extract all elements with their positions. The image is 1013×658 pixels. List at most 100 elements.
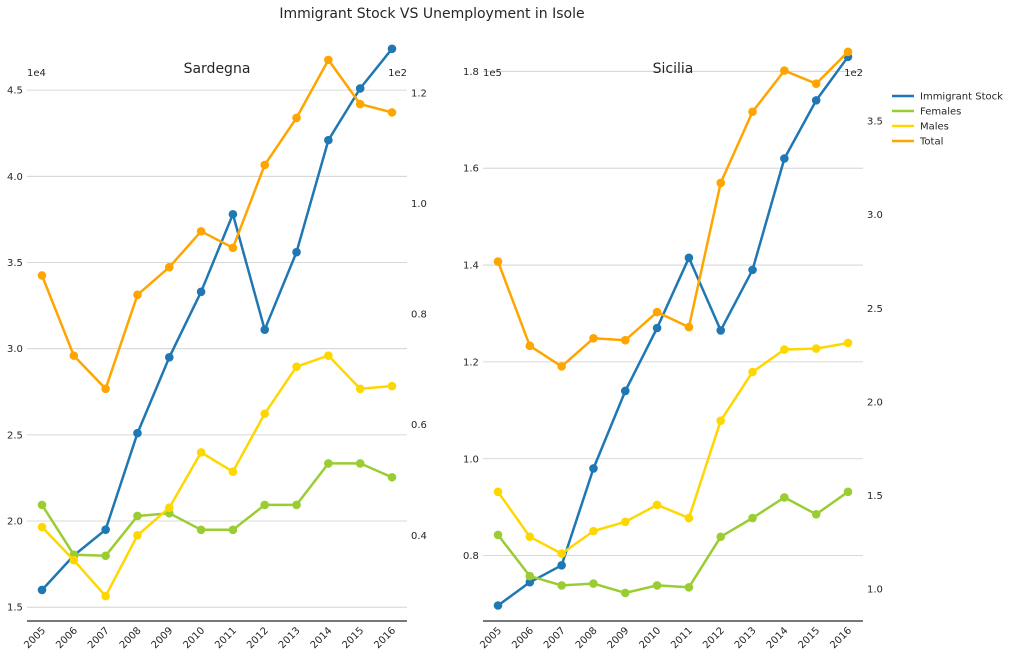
point-sicilia-males-2014 xyxy=(780,345,789,354)
point-sardegna-males-2010 xyxy=(196,448,206,457)
point-sardegna-immigrant-stock-2014 xyxy=(324,135,333,145)
point-sicilia-females-2008 xyxy=(589,579,598,588)
point-sardegna-males-2014 xyxy=(324,351,333,360)
left-tick-label-sicilia-3: 1.4 xyxy=(463,261,479,272)
right-tick-label-sardegna-0: 0.4 xyxy=(411,531,427,542)
right-tick-label-sicilia-2: 2.0 xyxy=(867,397,883,408)
point-sardegna-females-2012 xyxy=(260,500,270,510)
point-sicilia-females-2006 xyxy=(525,571,535,581)
point-sardegna-females-2014 xyxy=(324,459,333,468)
left-axis-offset-sardegna: 1e4 xyxy=(27,68,46,79)
point-sicilia-females-2005 xyxy=(493,530,503,540)
series-sicilia xyxy=(493,47,853,610)
right-tick-label-sicilia-5: 3.5 xyxy=(867,117,883,128)
point-sicilia-total-2013 xyxy=(748,107,757,117)
point-sardegna-total-2016 xyxy=(387,108,397,117)
x-tick-label-sicilia-2009: 2009 xyxy=(606,625,632,651)
left-axis-offset-sicilia: 1e5 xyxy=(483,68,502,79)
left-tick-label-sicilia-2: 1.2 xyxy=(463,357,479,368)
point-sardegna-males-2011 xyxy=(228,467,238,477)
x-tick-label-sicilia-2014: 2014 xyxy=(765,625,791,651)
point-sicilia-immigrant-stock-2012 xyxy=(716,326,726,335)
point-sardegna-total-2009 xyxy=(164,262,174,272)
x-tick-label-sicilia-2006: 2006 xyxy=(510,625,536,651)
point-sicilia-total-2008 xyxy=(589,333,598,343)
right-tick-label-sardegna-2: 0.8 xyxy=(411,310,427,321)
point-sardegna-immigrant-stock-2007 xyxy=(101,525,110,534)
point-sardegna-total-2014 xyxy=(324,55,333,65)
point-sardegna-total-2008 xyxy=(133,290,142,300)
series-line-sicilia-females xyxy=(497,490,849,595)
point-sardegna-immigrant-stock-2010 xyxy=(196,287,206,297)
figure-title: Immigrant Stock VS Unemployment in Isole xyxy=(279,6,584,22)
point-sicilia-immigrant-stock-2005 xyxy=(493,601,503,610)
x-tick-label-sardegna-2015: 2015 xyxy=(341,625,367,651)
point-sicilia-males-2007 xyxy=(557,549,566,558)
series-line-sicilia-immigrant-stock xyxy=(497,56,850,607)
point-sicilia-females-2013 xyxy=(748,513,757,523)
legend: Immigrant Stock Females Males Total xyxy=(892,92,1003,148)
right-axis-offset-sicilia: 1e2 xyxy=(844,68,863,79)
right-tick-label-sicilia-1: 1.5 xyxy=(867,491,883,502)
x-tick-label-sardegna-2005: 2005 xyxy=(22,625,48,651)
x-tick-label-sardegna-2008: 2008 xyxy=(118,625,144,651)
right-tick-label-sardegna-4: 1.2 xyxy=(411,89,427,100)
point-sicilia-immigrant-stock-2008 xyxy=(589,464,598,473)
point-sardegna-males-2016 xyxy=(387,381,397,391)
left-tick-label-sardegna-3: 3.0 xyxy=(7,344,23,355)
left-tick-label-sardegna-2: 2.5 xyxy=(7,430,23,441)
point-sicilia-total-2009 xyxy=(620,335,630,345)
point-sicilia-females-2007 xyxy=(557,581,566,590)
point-sardegna-immigrant-stock-2013 xyxy=(292,247,301,257)
right-axis-offset-sardegna: 1e2 xyxy=(388,68,407,79)
left-tick-label-sardegna-1: 2.0 xyxy=(7,517,23,528)
x-tick-label-sicilia-2013: 2013 xyxy=(733,625,759,651)
legend-label-males: Males xyxy=(920,122,949,133)
point-sardegna-immigrant-stock-2008 xyxy=(133,428,142,438)
x-tick-label-sicilia-2015: 2015 xyxy=(797,625,823,651)
right-tick-label-sardegna-3: 1.0 xyxy=(411,199,427,210)
point-sicilia-immigrant-stock-2010 xyxy=(652,323,662,333)
left-tick-label-sardegna-6: 4.5 xyxy=(7,86,23,97)
point-sicilia-immigrant-stock-2013 xyxy=(748,265,757,275)
x-tick-label-sardegna-2011: 2011 xyxy=(213,625,239,651)
panel-sicilia: Sicilia 1e5 1e2 0.81.01.21.41.61.8 1.01.… xyxy=(463,47,883,651)
point-sardegna-total-2010 xyxy=(196,226,206,236)
point-sicilia-total-2011 xyxy=(684,322,694,332)
point-sicilia-total-2006 xyxy=(525,341,535,351)
point-sicilia-total-2005 xyxy=(493,257,503,266)
point-sicilia-total-2016 xyxy=(843,47,853,57)
panel-sardegna: Sardegna 1e4 1e2 1.5 2.0 2.5 3.0 3.5 4.0 4.5 0… xyxy=(7,44,427,651)
point-sicilia-total-2007 xyxy=(557,362,566,371)
left-tick-label-sicilia-5: 1.8 xyxy=(463,67,479,78)
point-sardegna-total-2005 xyxy=(37,271,47,280)
point-sardegna-total-2015 xyxy=(355,99,365,109)
point-sardegna-females-2013 xyxy=(292,500,301,510)
point-sardegna-total-2012 xyxy=(260,160,270,170)
point-sardegna-males-2015 xyxy=(355,384,365,394)
point-sardegna-females-2010 xyxy=(196,525,206,535)
x-tick-labels-sardegna: 2005 2006 2007 2008 2009 2010 2011 2012 2013 2014… xyxy=(22,625,398,651)
point-sardegna-females-2016 xyxy=(387,472,397,482)
point-sicilia-males-2006 xyxy=(525,532,535,542)
point-sardegna-females-2005 xyxy=(37,500,47,510)
point-sicilia-immigrant-stock-2015 xyxy=(811,96,821,105)
x-tick-label-sardegna-2014: 2014 xyxy=(309,625,335,651)
legend-label-females: Females xyxy=(920,107,961,118)
point-sicilia-males-2005 xyxy=(493,487,503,497)
point-sardegna-females-2011 xyxy=(228,525,238,535)
point-sardegna-immigrant-stock-2011 xyxy=(228,209,238,219)
point-sicilia-females-2012 xyxy=(716,532,726,542)
point-sicilia-males-2013 xyxy=(748,367,757,377)
right-tick-labels-sardegna: 0.4 0.6 0.8 1.0 1.2 xyxy=(411,89,427,542)
right-tick-label-sardegna-1: 0.6 xyxy=(411,420,427,431)
x-tick-label-sicilia-2008: 2008 xyxy=(574,625,600,651)
point-sicilia-males-2010 xyxy=(652,500,662,510)
point-sicilia-females-2015 xyxy=(811,509,821,519)
point-sicilia-total-2015 xyxy=(811,79,821,88)
series-sardegna xyxy=(37,44,397,601)
x-tick-label-sicilia-2007: 2007 xyxy=(542,625,568,651)
series-line-sardegna-females xyxy=(40,462,393,558)
point-sicilia-total-2014 xyxy=(780,66,789,75)
